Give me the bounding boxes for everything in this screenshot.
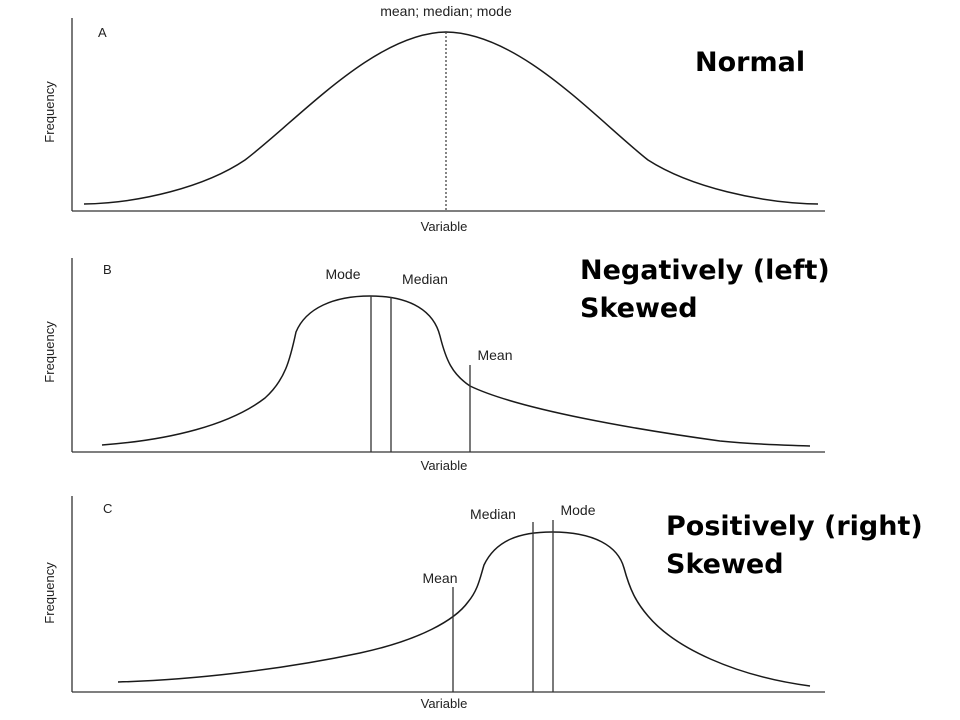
panel-c: C Frequency Variable Mean Median Mode — [42, 496, 825, 711]
panel-b-letter: B — [103, 262, 112, 277]
panel-b-y-label: Frequency — [42, 321, 57, 383]
annotation-positive-line1: Positively (right) — [666, 511, 923, 542]
panel-b: B Frequency Variable Mode Median Mean — [42, 258, 825, 473]
panel-b-mean-label: Mean — [477, 347, 512, 363]
panel-c-mean-label: Mean — [422, 570, 457, 586]
panel-a: A Frequency Variable mean; median; mode — [42, 3, 825, 234]
annotation-normal: Normal — [695, 44, 805, 82]
panel-c-y-label: Frequency — [42, 562, 57, 624]
panel-c-median-label: Median — [470, 506, 516, 522]
annotation-normal-line1: Normal — [695, 47, 806, 78]
annotation-negative-line1: Negatively (left) — [580, 255, 830, 286]
panel-b-mode-label: Mode — [325, 266, 360, 282]
panel-c-skewed-curve — [117, 531, 811, 687]
panel-a-x-label: Variable — [421, 219, 468, 234]
panel-b-median-label: Median — [402, 271, 448, 287]
panel-b-x-label: Variable — [421, 458, 468, 473]
panel-a-marker-caption: mean; median; mode — [380, 3, 512, 19]
annotation-positive-line2: Skewed — [666, 549, 784, 580]
panel-b-skewed-curve — [101, 295, 811, 447]
panel-a-y-label: Frequency — [42, 81, 57, 143]
annotation-negatively-skewed: Negatively (left) Skewed — [580, 252, 830, 328]
panel-c-letter: C — [103, 501, 112, 516]
annotation-positively-skewed: Positively (right) Skewed — [666, 508, 923, 584]
annotation-negative-line2: Skewed — [580, 293, 698, 324]
panel-a-letter: A — [98, 25, 107, 40]
panel-c-mode-label: Mode — [560, 502, 595, 518]
panel-c-x-label: Variable — [421, 696, 468, 711]
